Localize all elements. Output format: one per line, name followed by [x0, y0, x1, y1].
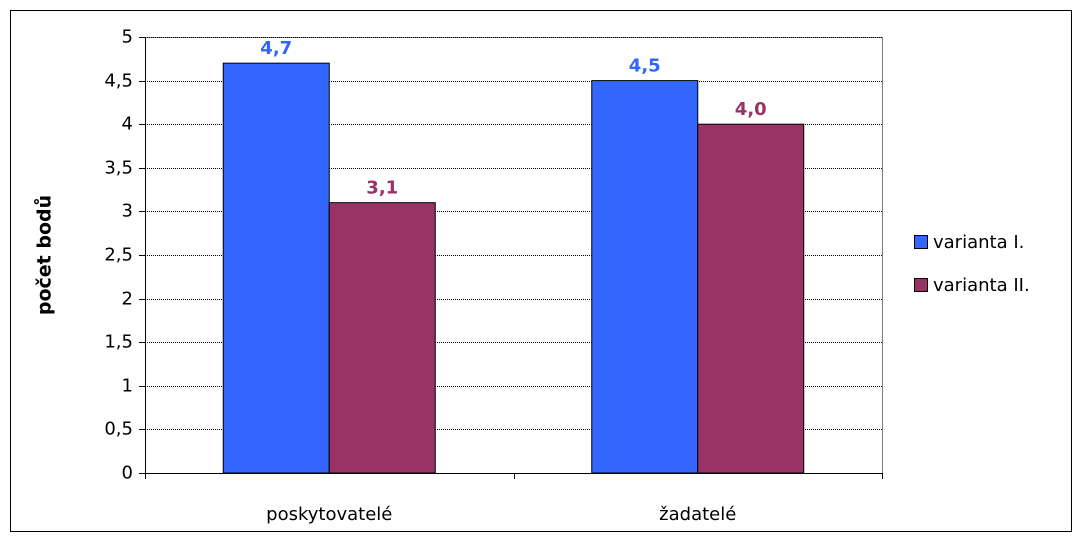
- value-label: 3,1: [366, 178, 398, 199]
- y-tick-label: 5: [122, 27, 133, 48]
- y-tick-label: 3,5: [104, 158, 133, 179]
- bar: [328, 202, 436, 474]
- bar: [697, 123, 805, 474]
- legend-swatch: [914, 278, 928, 292]
- chart-border: [10, 10, 1072, 532]
- bar: [222, 62, 330, 474]
- legend-label: varianta II.: [933, 275, 1030, 296]
- value-label: 4,7: [260, 38, 292, 59]
- y-tick-label: 1,5: [104, 332, 133, 353]
- y-tick-label: 0: [122, 463, 133, 484]
- bar: [591, 80, 699, 474]
- x-tick-label: žadatelé: [659, 504, 736, 525]
- y-tick-label: 0,5: [104, 419, 133, 440]
- y-tick-label: 1: [122, 376, 133, 397]
- y-tick-label: 2,5: [104, 245, 133, 266]
- value-label: 4,5: [629, 56, 661, 77]
- y-tick-label: 3: [122, 201, 133, 222]
- legend-swatch: [914, 235, 928, 249]
- y-tick-label: 4: [122, 114, 133, 135]
- y-tick-label: 4,5: [104, 71, 133, 92]
- y-tick-label: 2: [122, 289, 133, 310]
- y-axis-label: počet bodů: [33, 195, 56, 315]
- x-tick-label: poskytovatelé: [266, 504, 392, 525]
- legend-label: varianta I.: [933, 232, 1024, 253]
- value-label: 4,0: [735, 99, 767, 120]
